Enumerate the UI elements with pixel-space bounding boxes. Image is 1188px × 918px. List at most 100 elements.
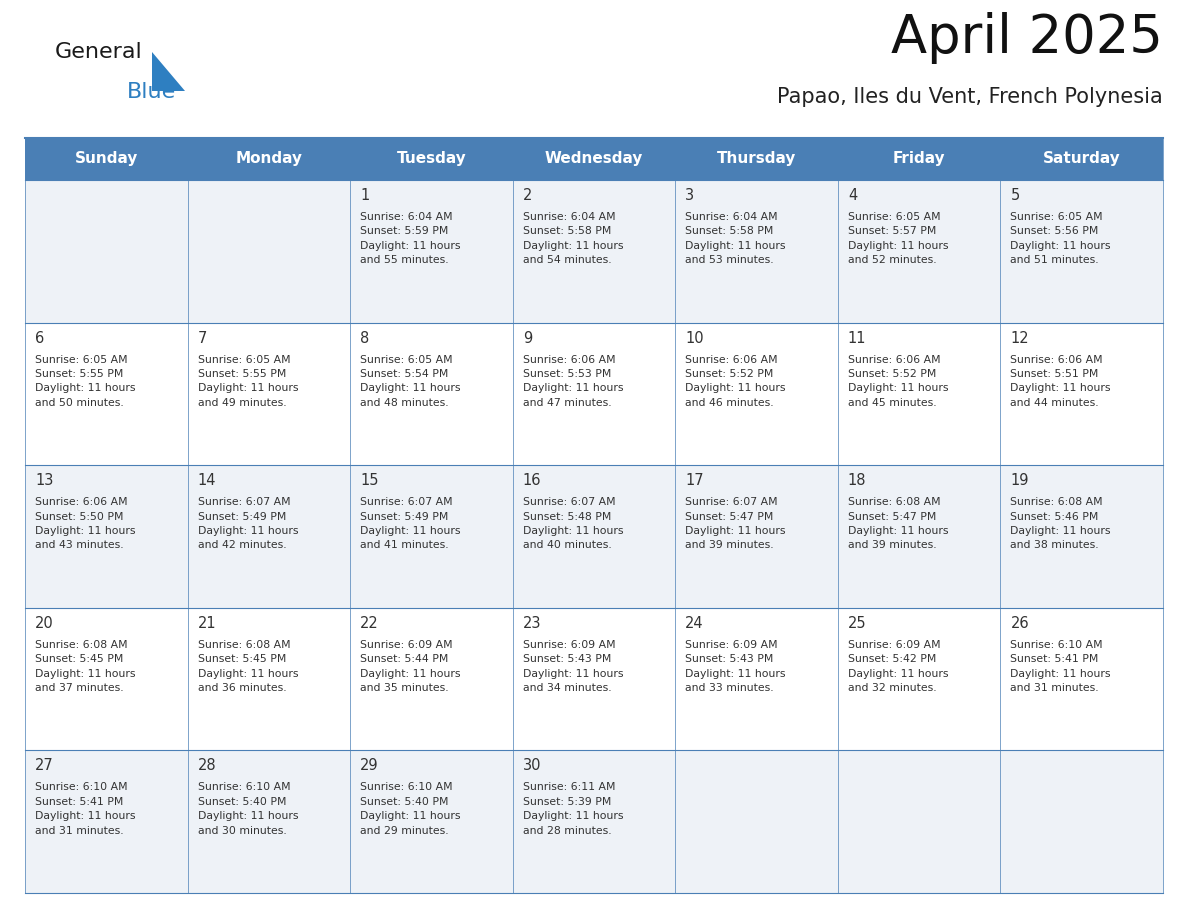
Text: Sunrise: 6:09 AM
Sunset: 5:43 PM
Daylight: 11 hours
and 34 minutes.: Sunrise: 6:09 AM Sunset: 5:43 PM Dayligh… <box>523 640 624 693</box>
Text: 19: 19 <box>1011 473 1029 488</box>
Text: Sunrise: 6:09 AM
Sunset: 5:44 PM
Daylight: 11 hours
and 35 minutes.: Sunrise: 6:09 AM Sunset: 5:44 PM Dayligh… <box>360 640 461 693</box>
Bar <box>675 180 838 322</box>
Text: Sunrise: 6:06 AM
Sunset: 5:53 PM
Daylight: 11 hours
and 47 minutes.: Sunrise: 6:06 AM Sunset: 5:53 PM Dayligh… <box>523 354 624 408</box>
Text: 27: 27 <box>34 758 53 773</box>
Text: Sunrise: 6:07 AM
Sunset: 5:49 PM
Daylight: 11 hours
and 41 minutes.: Sunrise: 6:07 AM Sunset: 5:49 PM Dayligh… <box>360 498 461 551</box>
Bar <box>838 322 1000 465</box>
Text: 10: 10 <box>685 330 704 345</box>
Text: Sunrise: 6:08 AM
Sunset: 5:45 PM
Daylight: 11 hours
and 37 minutes.: Sunrise: 6:08 AM Sunset: 5:45 PM Dayligh… <box>34 640 135 693</box>
Bar <box>188 138 350 180</box>
Bar <box>838 750 1000 893</box>
Bar <box>350 322 513 465</box>
Bar <box>513 750 675 893</box>
Text: Sunrise: 6:08 AM
Sunset: 5:45 PM
Daylight: 11 hours
and 36 minutes.: Sunrise: 6:08 AM Sunset: 5:45 PM Dayligh… <box>197 640 298 693</box>
Text: 20: 20 <box>34 616 53 631</box>
Text: Sunrise: 6:04 AM
Sunset: 5:58 PM
Daylight: 11 hours
and 53 minutes.: Sunrise: 6:04 AM Sunset: 5:58 PM Dayligh… <box>685 212 785 265</box>
Bar <box>350 750 513 893</box>
Text: Sunrise: 6:05 AM
Sunset: 5:57 PM
Daylight: 11 hours
and 52 minutes.: Sunrise: 6:05 AM Sunset: 5:57 PM Dayligh… <box>848 212 948 265</box>
Text: Sunrise: 6:07 AM
Sunset: 5:49 PM
Daylight: 11 hours
and 42 minutes.: Sunrise: 6:07 AM Sunset: 5:49 PM Dayligh… <box>197 498 298 551</box>
Bar <box>513 138 675 180</box>
Bar <box>188 465 350 608</box>
Bar <box>25 750 188 893</box>
Bar <box>675 138 838 180</box>
Bar <box>350 180 513 322</box>
Bar <box>188 322 350 465</box>
Text: 16: 16 <box>523 473 542 488</box>
Text: 15: 15 <box>360 473 379 488</box>
Text: 18: 18 <box>848 473 866 488</box>
Text: Sunrise: 6:07 AM
Sunset: 5:47 PM
Daylight: 11 hours
and 39 minutes.: Sunrise: 6:07 AM Sunset: 5:47 PM Dayligh… <box>685 498 785 551</box>
Bar <box>675 322 838 465</box>
Text: Sunrise: 6:04 AM
Sunset: 5:58 PM
Daylight: 11 hours
and 54 minutes.: Sunrise: 6:04 AM Sunset: 5:58 PM Dayligh… <box>523 212 624 265</box>
Bar <box>350 608 513 750</box>
Text: Sunrise: 6:06 AM
Sunset: 5:51 PM
Daylight: 11 hours
and 44 minutes.: Sunrise: 6:06 AM Sunset: 5:51 PM Dayligh… <box>1011 354 1111 408</box>
Text: Sunrise: 6:05 AM
Sunset: 5:56 PM
Daylight: 11 hours
and 51 minutes.: Sunrise: 6:05 AM Sunset: 5:56 PM Dayligh… <box>1011 212 1111 265</box>
Bar <box>838 180 1000 322</box>
Text: 12: 12 <box>1011 330 1029 345</box>
Text: 8: 8 <box>360 330 369 345</box>
Bar <box>1000 138 1163 180</box>
Text: 2: 2 <box>523 188 532 203</box>
Text: Monday: Monday <box>235 151 303 166</box>
Text: 9: 9 <box>523 330 532 345</box>
Text: Saturday: Saturday <box>1043 151 1120 166</box>
Text: Sunrise: 6:05 AM
Sunset: 5:54 PM
Daylight: 11 hours
and 48 minutes.: Sunrise: 6:05 AM Sunset: 5:54 PM Dayligh… <box>360 354 461 408</box>
Text: Friday: Friday <box>893 151 946 166</box>
Text: Sunrise: 6:05 AM
Sunset: 5:55 PM
Daylight: 11 hours
and 49 minutes.: Sunrise: 6:05 AM Sunset: 5:55 PM Dayligh… <box>197 354 298 408</box>
Text: 4: 4 <box>848 188 857 203</box>
Bar <box>1000 180 1163 322</box>
Text: Sunrise: 6:04 AM
Sunset: 5:59 PM
Daylight: 11 hours
and 55 minutes.: Sunrise: 6:04 AM Sunset: 5:59 PM Dayligh… <box>360 212 461 265</box>
Polygon shape <box>152 52 185 91</box>
Text: Sunday: Sunday <box>75 151 138 166</box>
Text: Sunrise: 6:10 AM
Sunset: 5:40 PM
Daylight: 11 hours
and 30 minutes.: Sunrise: 6:10 AM Sunset: 5:40 PM Dayligh… <box>197 782 298 835</box>
Text: Sunrise: 6:05 AM
Sunset: 5:55 PM
Daylight: 11 hours
and 50 minutes.: Sunrise: 6:05 AM Sunset: 5:55 PM Dayligh… <box>34 354 135 408</box>
Bar <box>838 138 1000 180</box>
Text: 30: 30 <box>523 758 542 773</box>
Text: 29: 29 <box>360 758 379 773</box>
Bar <box>675 608 838 750</box>
Text: 6: 6 <box>34 330 44 345</box>
Bar <box>25 180 188 322</box>
Text: Sunrise: 6:10 AM
Sunset: 5:41 PM
Daylight: 11 hours
and 31 minutes.: Sunrise: 6:10 AM Sunset: 5:41 PM Dayligh… <box>34 782 135 835</box>
Text: Sunrise: 6:07 AM
Sunset: 5:48 PM
Daylight: 11 hours
and 40 minutes.: Sunrise: 6:07 AM Sunset: 5:48 PM Dayligh… <box>523 498 624 551</box>
Text: Sunrise: 6:06 AM
Sunset: 5:52 PM
Daylight: 11 hours
and 45 minutes.: Sunrise: 6:06 AM Sunset: 5:52 PM Dayligh… <box>848 354 948 408</box>
Text: 17: 17 <box>685 473 704 488</box>
Bar <box>25 138 188 180</box>
Bar <box>25 608 188 750</box>
Bar <box>513 180 675 322</box>
Text: Sunrise: 6:10 AM
Sunset: 5:41 PM
Daylight: 11 hours
and 31 minutes.: Sunrise: 6:10 AM Sunset: 5:41 PM Dayligh… <box>1011 640 1111 693</box>
Bar <box>513 465 675 608</box>
Text: 22: 22 <box>360 616 379 631</box>
Bar <box>1000 750 1163 893</box>
Bar <box>188 750 350 893</box>
Bar <box>25 465 188 608</box>
Text: 21: 21 <box>197 616 216 631</box>
Bar <box>25 322 188 465</box>
Text: 28: 28 <box>197 758 216 773</box>
Text: Sunrise: 6:08 AM
Sunset: 5:46 PM
Daylight: 11 hours
and 38 minutes.: Sunrise: 6:08 AM Sunset: 5:46 PM Dayligh… <box>1011 498 1111 551</box>
Text: 24: 24 <box>685 616 704 631</box>
Text: 3: 3 <box>685 188 695 203</box>
Bar <box>1000 608 1163 750</box>
Text: 11: 11 <box>848 330 866 345</box>
Bar <box>513 608 675 750</box>
Text: 1: 1 <box>360 188 369 203</box>
Text: Wednesday: Wednesday <box>545 151 643 166</box>
Bar <box>350 465 513 608</box>
Text: Thursday: Thursday <box>716 151 796 166</box>
Text: 26: 26 <box>1011 616 1029 631</box>
Text: 7: 7 <box>197 330 207 345</box>
Bar <box>1000 322 1163 465</box>
Text: 13: 13 <box>34 473 53 488</box>
Text: Sunrise: 6:09 AM
Sunset: 5:42 PM
Daylight: 11 hours
and 32 minutes.: Sunrise: 6:09 AM Sunset: 5:42 PM Dayligh… <box>848 640 948 693</box>
Text: 14: 14 <box>197 473 216 488</box>
Text: April 2025: April 2025 <box>891 12 1163 64</box>
Text: 25: 25 <box>848 616 866 631</box>
Bar <box>675 750 838 893</box>
Bar <box>188 608 350 750</box>
Bar <box>1000 465 1163 608</box>
Bar <box>838 465 1000 608</box>
Text: 23: 23 <box>523 616 542 631</box>
Text: Sunrise: 6:09 AM
Sunset: 5:43 PM
Daylight: 11 hours
and 33 minutes.: Sunrise: 6:09 AM Sunset: 5:43 PM Dayligh… <box>685 640 785 693</box>
Text: Sunrise: 6:06 AM
Sunset: 5:52 PM
Daylight: 11 hours
and 46 minutes.: Sunrise: 6:06 AM Sunset: 5:52 PM Dayligh… <box>685 354 785 408</box>
